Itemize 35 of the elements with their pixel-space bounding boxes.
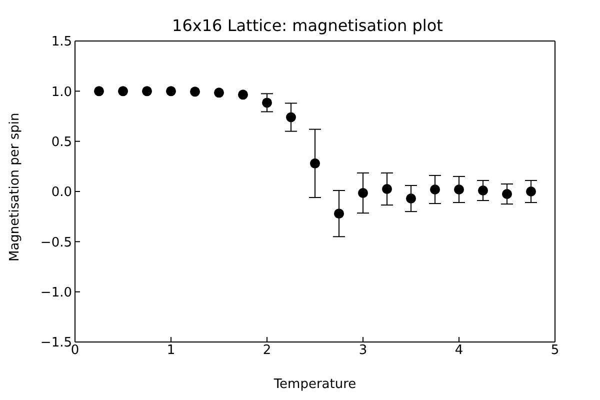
y-tick-label: 0.0 [51,185,72,200]
point [190,86,200,97]
point [94,86,104,96]
point [166,86,176,96]
point [526,186,536,196]
chart-title: 16x16 Lattice: magnetisation plot [171,16,444,35]
point [118,86,128,96]
point [214,88,224,98]
x-tick-label: 2 [262,343,272,358]
x-tick-label: 1 [166,343,176,358]
y-tick-label: −0.5 [40,235,72,250]
point [430,184,440,194]
point [358,188,368,198]
x-axis-title: Temperature [272,377,356,392]
x-tick-label: 0 [70,343,80,358]
point [478,185,488,196]
point [382,184,392,194]
y-tick-label: 1.0 [51,84,72,100]
y-tick-label: −1.5 [40,336,72,351]
x-tick-label: 5 [550,343,560,358]
x-tick-label: 4 [454,343,464,358]
y-tick-label: 1.5 [51,34,72,50]
x-tick-label: 3 [358,343,368,358]
point [454,184,464,194]
point [310,158,320,168]
y-axis-title: Magnetisation per spin [8,112,23,262]
point [334,208,344,219]
y-tick-label: −1.0 [40,285,72,300]
point [142,86,152,96]
point [406,194,416,204]
y-tick-label: 0.5 [51,134,72,150]
point [238,90,248,100]
point [262,98,272,108]
point [286,112,296,122]
point [502,189,512,200]
